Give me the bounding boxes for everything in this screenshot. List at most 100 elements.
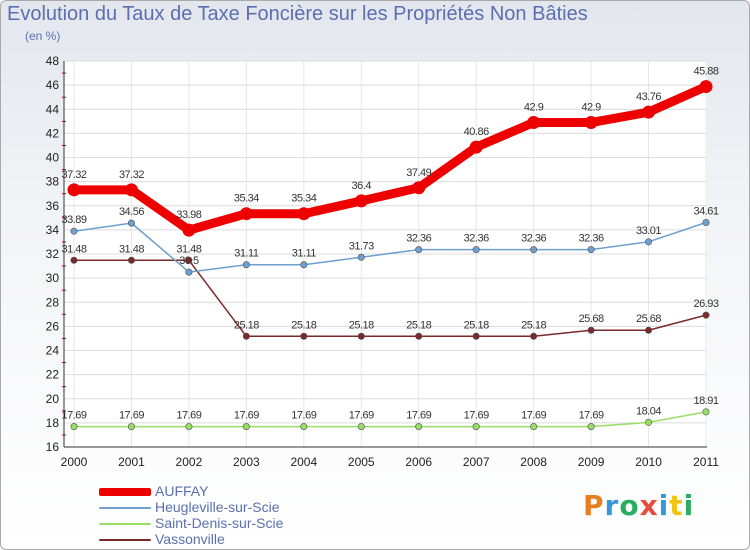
data-label: 45.88 — [693, 66, 718, 78]
data-point — [702, 408, 710, 416]
y-tick-label: 48 — [46, 54, 60, 68]
data-point — [300, 423, 308, 431]
y-tick-label: 20 — [46, 392, 60, 406]
x-tick-label: 2005 — [348, 455, 375, 469]
y-tick-label: 46 — [46, 78, 60, 92]
x-tick-label: 2011 — [693, 455, 719, 469]
data-point — [415, 332, 423, 340]
unit-label: (en %) — [25, 29, 61, 43]
data-label: 25.68 — [579, 313, 604, 325]
data-label: 31.11 — [234, 248, 259, 260]
data-point — [182, 223, 196, 237]
data-point — [415, 423, 423, 431]
data-point — [642, 105, 656, 119]
data-label: 31.73 — [349, 240, 374, 252]
data-label: 36.4 — [352, 180, 372, 192]
logo-letter: x — [639, 489, 659, 522]
data-label: 25.18 — [464, 319, 489, 331]
y-tick-label: 32 — [46, 247, 60, 261]
data-label: 33.98 — [176, 209, 201, 221]
data-label: 25.18 — [291, 319, 316, 331]
data-label: 18.91 — [693, 395, 718, 407]
legend-swatch — [99, 488, 151, 496]
y-tick-label: 38 — [46, 175, 60, 189]
data-point — [70, 256, 78, 264]
data-label: 40.86 — [464, 126, 489, 138]
x-tick-label: 2009 — [578, 455, 605, 469]
proxiti-logo: Proxiti — [583, 489, 694, 522]
data-label: 34.61 — [693, 206, 718, 218]
legend-swatch — [99, 507, 151, 509]
data-point — [185, 268, 193, 276]
data-point — [587, 423, 595, 431]
data-label: 42.9 — [524, 102, 544, 114]
legend-label: Saint-Denis-sur-Scie — [155, 515, 284, 531]
logo-letter: i — [658, 489, 670, 522]
x-tick-label: 2006 — [405, 455, 432, 469]
data-label: 34.56 — [119, 206, 144, 218]
data-point — [70, 423, 78, 431]
series-line-3 — [73, 259, 707, 338]
data-point — [185, 256, 193, 264]
data-label: 25.18 — [521, 319, 546, 331]
data-point — [242, 261, 250, 269]
legend-label: AUFFAY — [155, 483, 209, 499]
data-point — [645, 326, 653, 334]
data-point — [185, 423, 193, 431]
data-point — [472, 423, 480, 431]
x-tick-label: 2002 — [176, 455, 203, 469]
data-point — [127, 219, 135, 227]
data-point — [124, 183, 138, 197]
data-point — [699, 80, 713, 94]
data-point — [242, 332, 250, 340]
data-label: 35.34 — [291, 193, 316, 205]
data-label: 35.34 — [234, 193, 259, 205]
x-tick-label: 2000 — [61, 455, 88, 469]
data-label: 25.18 — [349, 319, 374, 331]
x-tick-label: 2008 — [520, 455, 547, 469]
y-tick-label: 34 — [46, 223, 60, 237]
data-label: 25.18 — [406, 319, 431, 331]
data-label: 30.5 — [179, 255, 199, 267]
data-point — [67, 183, 81, 197]
data-label: 17.69 — [234, 410, 259, 422]
data-label: 25.18 — [234, 319, 259, 331]
data-point — [469, 140, 483, 154]
logo-letter: t — [669, 489, 684, 522]
data-label: 37.49 — [406, 167, 431, 179]
data-point — [357, 332, 365, 340]
data-point — [70, 227, 78, 235]
data-point — [702, 311, 710, 319]
y-tick-label: 30 — [46, 271, 60, 285]
logo-letter: i — [683, 489, 695, 522]
legend-swatch — [99, 523, 151, 525]
chart-title: Evolution du Taux de Taxe Foncière sur l… — [7, 3, 588, 25]
data-point — [702, 219, 710, 227]
data-point — [645, 238, 653, 246]
data-label: 32.36 — [406, 233, 431, 245]
data-point — [239, 207, 253, 221]
legend-label: Heugleville-sur-Scie — [155, 499, 280, 515]
data-label: 26.93 — [693, 298, 718, 310]
x-tick-label: 2003 — [233, 455, 260, 469]
data-point — [415, 246, 423, 254]
data-label: 32.36 — [521, 233, 546, 245]
data-label: 33.89 — [61, 214, 86, 226]
series-line-1 — [73, 221, 707, 273]
x-tick-label: 2001 — [118, 455, 145, 469]
data-point — [472, 246, 480, 254]
data-label: 31.48 — [61, 243, 86, 255]
data-point — [530, 246, 538, 254]
legend-label: Vassonville — [155, 531, 225, 547]
data-label: 37.32 — [119, 169, 144, 181]
data-label: 33.01 — [636, 225, 661, 237]
data-label: 17.69 — [406, 410, 431, 422]
data-label: 17.69 — [119, 410, 144, 422]
x-tick-label: 2010 — [635, 455, 662, 469]
data-point — [527, 116, 541, 130]
logo-letter: o — [619, 489, 640, 522]
data-label: 17.69 — [464, 410, 489, 422]
logo-letter: r — [604, 489, 620, 522]
